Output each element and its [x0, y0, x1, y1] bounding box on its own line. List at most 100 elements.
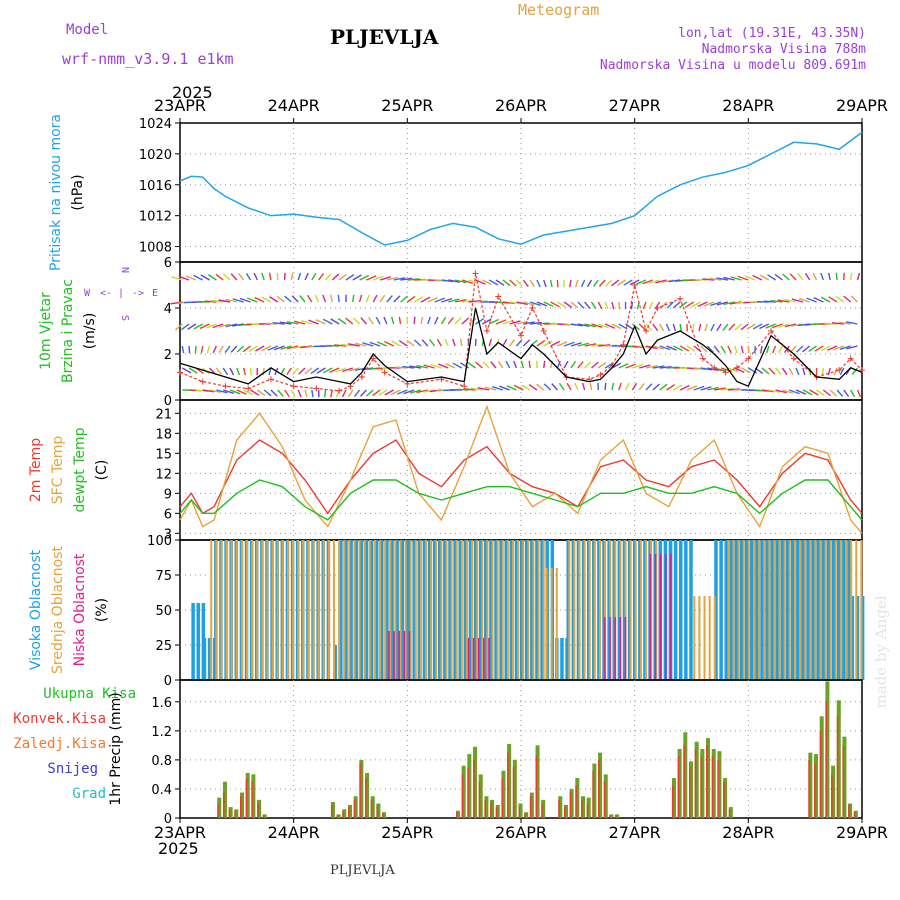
cloud-bar [737, 540, 740, 680]
wind-barb [808, 345, 817, 353]
cloud-bar [435, 540, 438, 680]
cloud-bar [467, 638, 470, 680]
wind-barb [710, 301, 722, 307]
gust-marker [267, 376, 274, 383]
cloud-bar [790, 540, 795, 680]
wind-barb [454, 317, 462, 325]
wind-barb [697, 301, 708, 307]
precip-convective-bar [558, 799, 560, 818]
precip-convective-bar [842, 745, 844, 818]
gust-marker [358, 374, 365, 380]
cloud-bar [369, 540, 374, 680]
precip-total-bar [563, 804, 568, 818]
cloud-bar [860, 596, 865, 680]
wind-barb [617, 279, 626, 286]
wind-barb [714, 387, 726, 391]
precip-total-bar [706, 738, 711, 818]
watermark: made by Angel [872, 595, 890, 708]
cloud-bar [463, 540, 468, 680]
wind-barb [577, 342, 590, 347]
wind-barb [437, 363, 449, 369]
precip-convective-bar [359, 763, 361, 818]
precip-convective-bar [683, 745, 685, 818]
x-tick-label: 24APR [268, 823, 320, 842]
wind-barb [581, 382, 586, 391]
wind-barb [232, 298, 244, 303]
wind-barb [734, 323, 742, 331]
wind-barb [341, 367, 353, 373]
wind-barb [789, 389, 800, 395]
y-tick-label: 1.6 [151, 696, 172, 711]
cloud-bar [750, 540, 754, 680]
wind-barb [311, 389, 314, 398]
cloud-bar [251, 540, 254, 680]
wind-barb [245, 272, 252, 281]
wind-barb [660, 301, 668, 309]
wind-barb [796, 345, 804, 353]
wind-barb [505, 360, 511, 369]
wind-barb [591, 323, 603, 328]
wind-barb [390, 389, 401, 396]
cloud-bar [483, 638, 485, 680]
gust-marker [654, 305, 661, 311]
wind-barb [178, 275, 190, 281]
wind-barb [352, 317, 361, 325]
wind-barb [520, 360, 524, 369]
cloud-bar [230, 540, 233, 680]
panel-wind: 0 2 4 6 10m Vjetar Brzina i Pravac (m/s) [38, 256, 865, 409]
precip-total-bar [507, 743, 512, 818]
precip-convective-bar [825, 701, 827, 818]
cloud-bar [560, 638, 564, 680]
cloud-bar [788, 540, 791, 680]
wind-barb [820, 345, 831, 352]
precip-total-bar [671, 778, 676, 818]
y-axis-label: dewpt Temp [72, 427, 88, 512]
wind-barb [720, 387, 733, 391]
cloud-bar [359, 540, 364, 680]
cloud-bar [501, 540, 504, 680]
wind-barb [250, 389, 260, 396]
cloud-bar [504, 540, 509, 680]
location-text: lon,lat (19.31E, 43.35N) [678, 26, 866, 41]
wind-barb [441, 297, 453, 303]
precip-convective-bar [671, 785, 674, 818]
wind-barb [222, 367, 229, 376]
wind-barb [781, 367, 788, 376]
legend-freezing-rain: Zaledj.Kisa [13, 736, 106, 752]
wind-barb [400, 277, 413, 281]
wind-barb [784, 298, 797, 303]
wind-barb [768, 367, 776, 375]
precip-convective-bar [234, 810, 236, 818]
wind-barb [422, 389, 435, 393]
cloud-bar [860, 540, 863, 680]
precip-convective-bar [575, 785, 577, 818]
wind-barb [225, 298, 237, 303]
wind-barb [655, 279, 667, 284]
precip-total-bar [819, 716, 824, 818]
cloud-bar [664, 554, 667, 680]
wind-barb [421, 339, 429, 347]
cloud-bar [225, 540, 228, 680]
wind-barb [703, 301, 715, 307]
wind-barb [441, 279, 454, 283]
wind-barb [543, 340, 553, 347]
wind-barb [574, 279, 579, 288]
wind-barb [516, 320, 528, 325]
compass-center: | [118, 288, 124, 299]
wind-barb [569, 279, 572, 288]
cloud-bar [850, 596, 855, 680]
wind-barb [225, 323, 237, 328]
precip-convective-bar [723, 781, 725, 818]
wind-barb [759, 274, 770, 281]
wind-barb [639, 364, 651, 369]
precip-total-bar [535, 745, 540, 818]
wind-barb [574, 382, 579, 391]
cloud-bar [834, 540, 837, 680]
cloud-bar [752, 540, 755, 680]
cloud-bar [455, 540, 458, 680]
cloud-bar [517, 540, 520, 680]
wind-barb [513, 360, 518, 369]
wind-barb [812, 272, 818, 281]
wind-barb [590, 301, 597, 310]
cloud-bar [398, 631, 400, 680]
